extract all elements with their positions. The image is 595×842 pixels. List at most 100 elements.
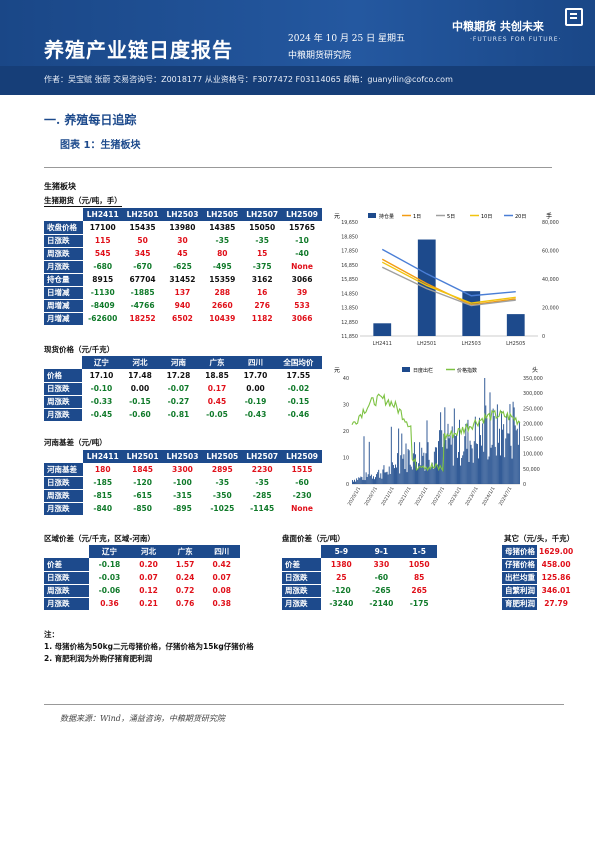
bar — [406, 472, 408, 484]
table-cell: 15435 — [122, 221, 163, 235]
spread-table: 5-9 9-1 1-5 价差 1380 330 1050 日涨跌 25 -60 85 周涨跌 -120-… — [282, 545, 437, 611]
row-header: 日涨跌 — [44, 234, 83, 248]
bar — [509, 404, 511, 484]
table-cell: -495 — [202, 260, 243, 274]
legend-label: 持仓量 — [379, 213, 394, 220]
notes-block: 注： 1. 母猪价格为50kg二元母猪价格，仔猪价格为15kg仔猪价格 2. 育… — [44, 629, 254, 665]
y-tick-label-right: 250,000 — [523, 406, 543, 412]
table-cell: 1515 — [282, 463, 322, 477]
figure-title: 图表 1：生猪板块 — [60, 140, 141, 151]
bar — [478, 458, 479, 484]
table-row: 周涨跌 -120 -265 265 — [282, 584, 437, 598]
bar — [385, 472, 387, 484]
bar — [452, 465, 454, 484]
bar — [355, 481, 357, 484]
table-cell: 1050 — [401, 558, 437, 572]
source-divider — [44, 704, 564, 705]
row-header: 价格 — [44, 369, 83, 383]
y-tick-label-right: 0 — [542, 334, 545, 340]
bar — [399, 473, 401, 484]
table-cell: 17100 — [82, 221, 123, 235]
bar — [367, 474, 369, 484]
table-cell: -0.33 — [82, 395, 121, 409]
bar — [356, 478, 358, 484]
table-row: 日涨跌 115 50 30 -35 -35 -10 — [44, 234, 322, 248]
table-cell: 0.42 — [203, 558, 240, 572]
bar — [425, 453, 427, 484]
bar — [437, 464, 438, 484]
bar — [366, 476, 368, 484]
table-row: 月涨跌 -3240 -2140 -175 — [282, 597, 437, 611]
bar — [495, 455, 497, 484]
table-cell: -230 — [282, 489, 322, 503]
table-cell: -0.27 — [159, 395, 198, 409]
column-header: 河北 — [130, 545, 167, 558]
row-header: 出栏均重 — [502, 571, 537, 585]
y-tick-label: 17,850 — [341, 249, 358, 255]
bar — [431, 462, 433, 484]
y-tick-label-right: 300,000 — [523, 391, 543, 397]
bar — [450, 444, 452, 484]
column-header: LH2507 — [242, 450, 283, 463]
table-cell: -265 — [361, 584, 402, 598]
bar — [489, 392, 491, 484]
bar — [510, 445, 512, 484]
column-header: LH2411 — [82, 450, 123, 463]
bar — [395, 464, 396, 484]
bar — [487, 459, 489, 484]
row-header: 周涨跌 — [44, 489, 83, 503]
legend-label: 日度出栏 — [413, 367, 433, 374]
section-title: 一. 养殖每日追踪 — [44, 113, 137, 127]
table-cell: -285 — [242, 489, 283, 503]
bar — [472, 462, 474, 484]
bar — [389, 473, 391, 484]
bar — [475, 443, 477, 484]
table-row: 周涨跌 -0.33 -0.15 -0.27 0.45 -0.19 -0.15 — [44, 395, 322, 409]
table-cell: -100 — [162, 476, 203, 490]
bar — [391, 462, 393, 484]
legend-swatch — [402, 367, 410, 372]
x-tick-label: 2022/7/1 — [431, 486, 447, 507]
figure-divider — [44, 167, 552, 168]
row-header: 仔猪价格 — [502, 558, 537, 572]
note-item: 1. 母猪价格为50kg二元母猪价格，仔猪价格为15kg仔猪价格 — [44, 642, 254, 651]
bar — [359, 478, 361, 484]
table-cell: -1145 — [242, 502, 283, 516]
bar — [354, 479, 355, 484]
column-header: LH2503 — [162, 450, 203, 463]
table-cell: -815 — [82, 489, 123, 503]
bar — [419, 442, 421, 484]
table-cell: 80 — [202, 247, 243, 261]
table-cell: 0.00 — [236, 382, 275, 396]
table-cell: 533 — [282, 299, 322, 313]
row-header: 价差 — [282, 558, 322, 572]
x-tick-label: LH2501 — [417, 341, 436, 347]
legend-label: 20日 — [515, 214, 526, 220]
bar — [387, 474, 389, 484]
bar — [488, 456, 490, 484]
column-header: 河南 — [159, 356, 198, 369]
row-header: 价差 — [44, 558, 89, 572]
table-row: 河南基差 180 1845 3300 2895 2230 1515 — [44, 463, 322, 477]
column-header: 5-9 — [321, 545, 362, 558]
table-row: 出栏均重 125.86 — [502, 571, 576, 585]
data-source: 数据来源：Wind，涌益咨询，中粮期货研究院 — [60, 714, 225, 723]
block-title: 生猪板块 — [44, 182, 76, 191]
bar — [506, 413, 508, 484]
x-tick-label: 2023/1/1 — [447, 486, 463, 507]
bar — [502, 429, 504, 484]
table-cell: 3066 — [282, 273, 322, 287]
bar — [392, 465, 394, 484]
table-cell: 0.08 — [203, 584, 240, 598]
bar — [380, 473, 382, 484]
bar — [444, 407, 446, 484]
bar — [469, 440, 471, 484]
table-cell: -35 — [242, 234, 283, 248]
bar — [499, 428, 500, 484]
spread-table-label: 盘面价差（元/吨） — [282, 534, 345, 543]
table-cell: -625 — [162, 260, 203, 274]
table-cell: 27.79 — [537, 597, 576, 611]
table-cell: -120 — [122, 476, 163, 490]
table-cell: 45 — [162, 247, 203, 261]
row-header: 月涨跌 — [44, 502, 83, 516]
